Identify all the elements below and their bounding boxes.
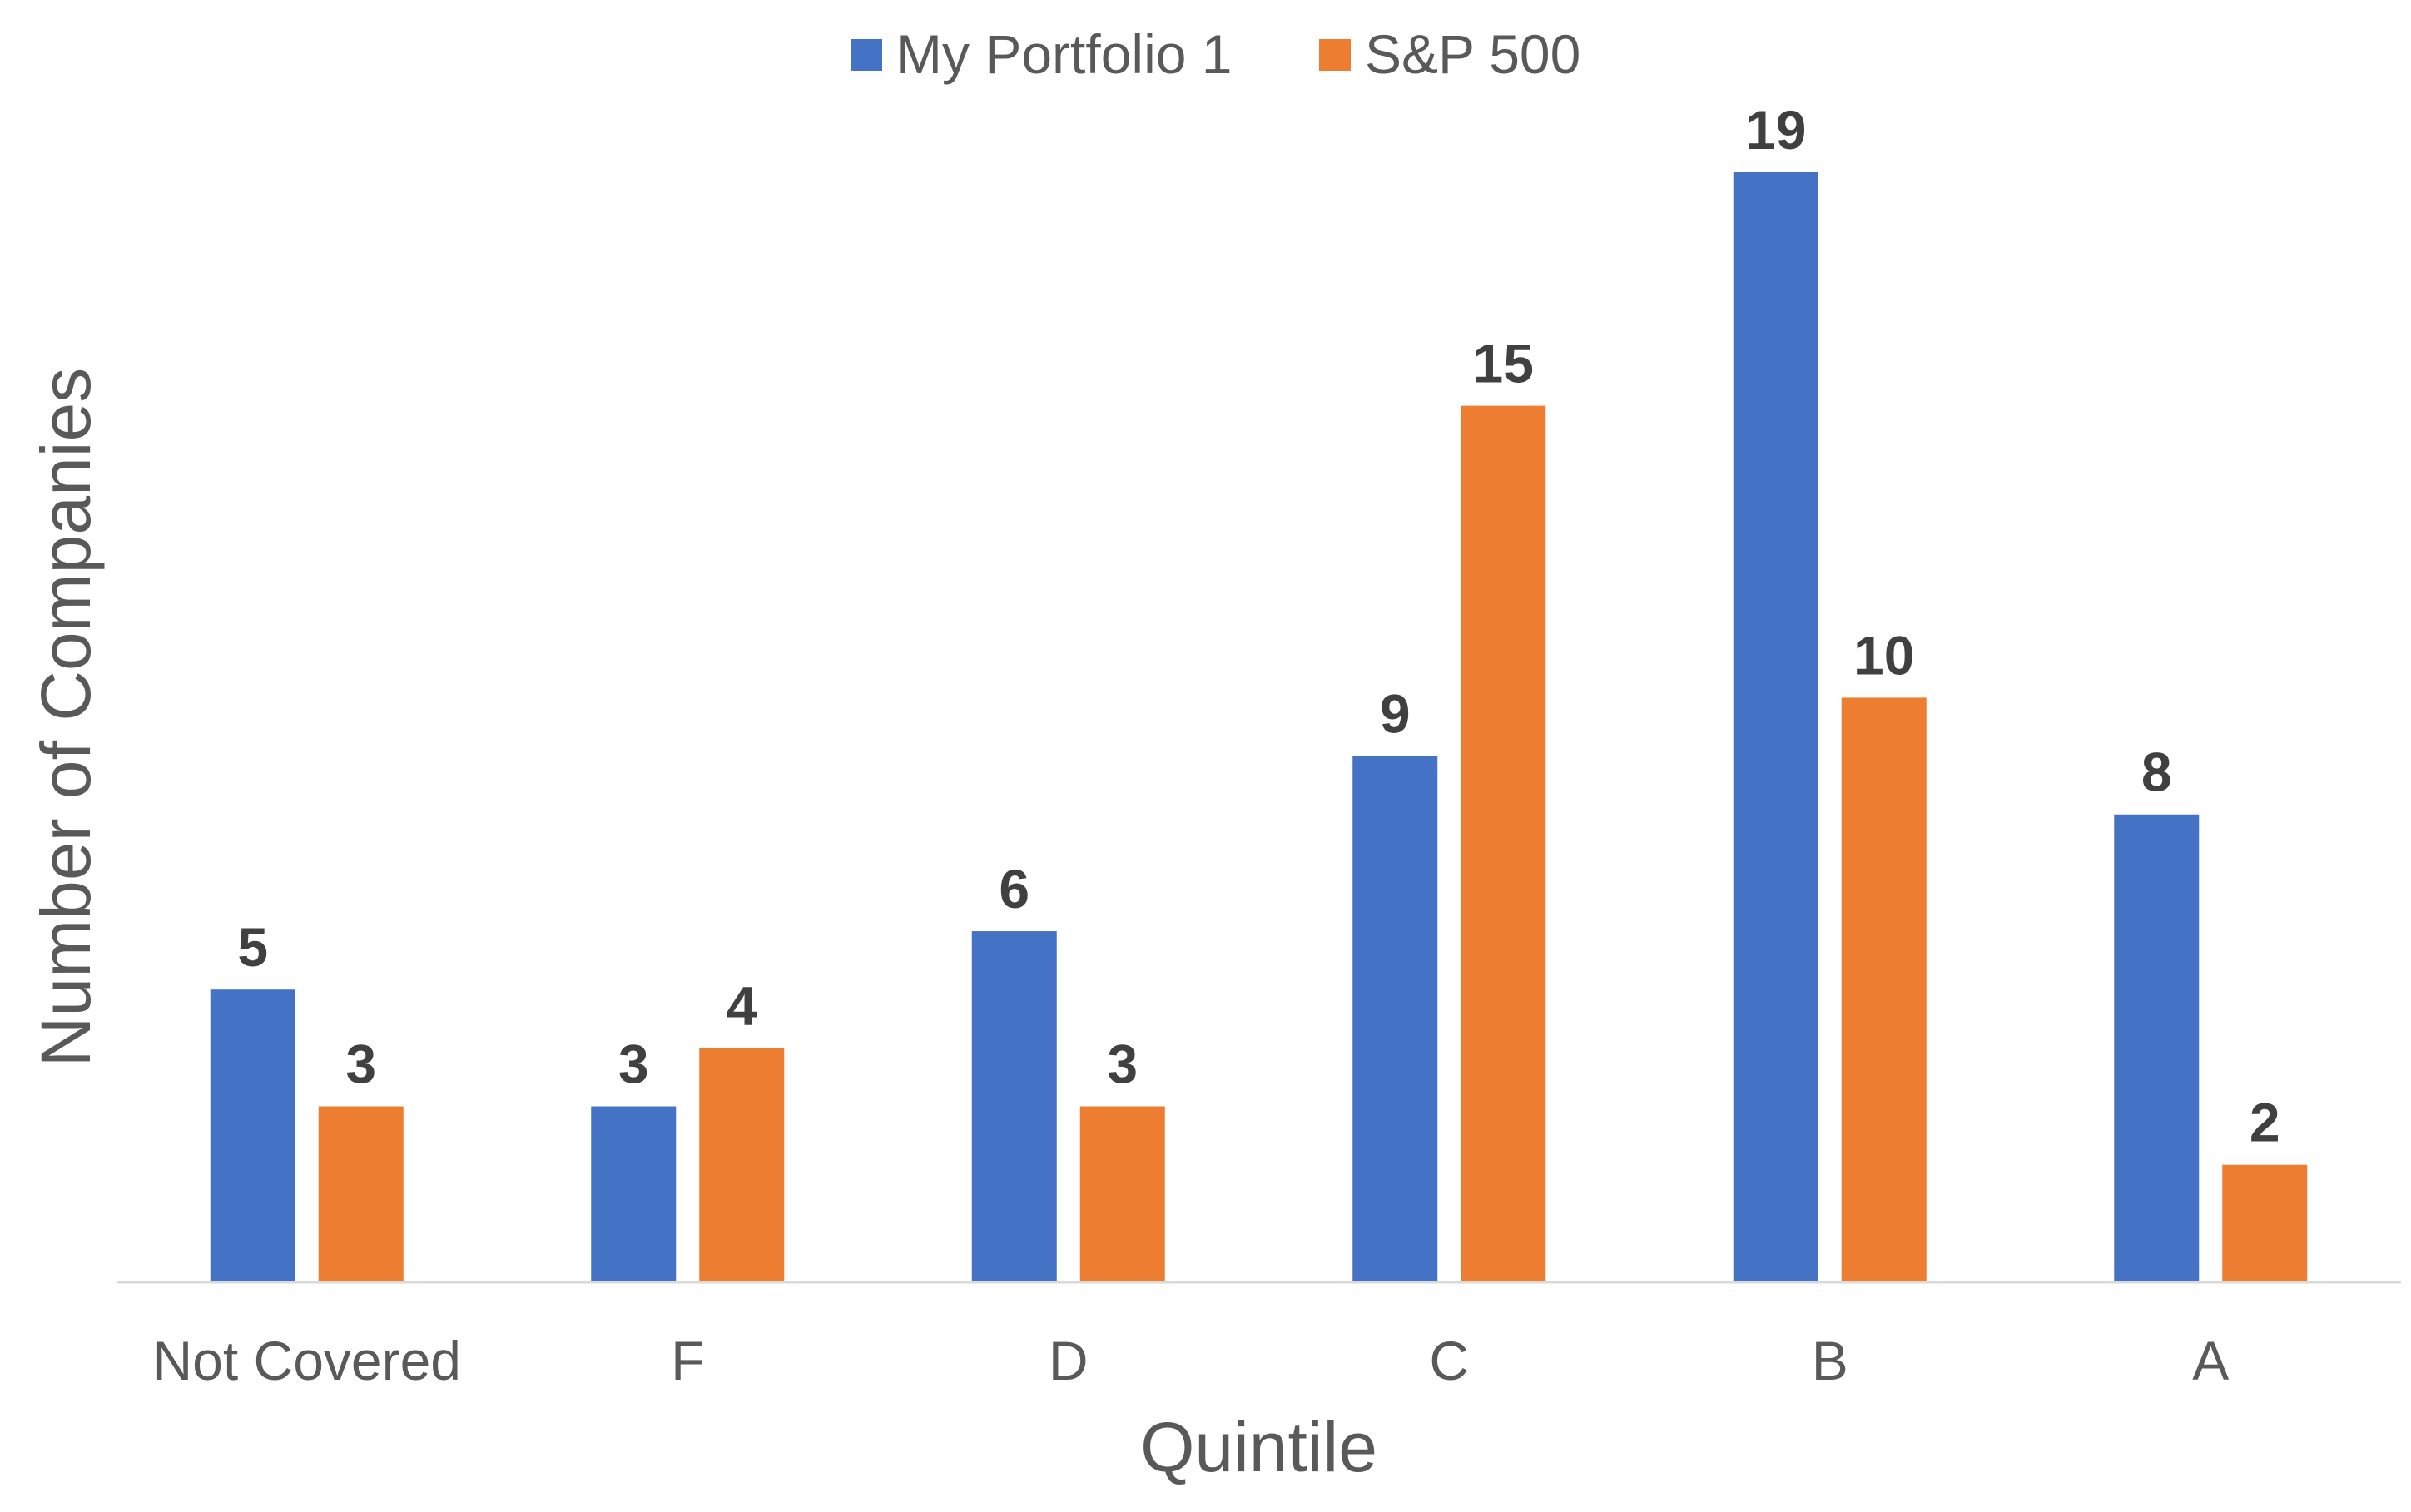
- bar-my-portfolio-1-a: [2114, 814, 2200, 1281]
- legend-item-my-portfolio-1: My Portfolio 1: [851, 23, 1232, 85]
- x-tick-labels: Not Covered F D C B A: [152, 1330, 2229, 1391]
- data-label-s-p-500-not-covered: 3: [345, 1034, 376, 1095]
- x-tick-label-not-covered: Not Covered: [152, 1330, 461, 1391]
- bars-group: [210, 172, 2308, 1281]
- bar-my-portfolio-1-d: [971, 931, 1057, 1281]
- legend-swatch-my-portfolio-1: [851, 39, 882, 71]
- bar-my-portfolio-1-b: [1733, 172, 1818, 1281]
- data-label-my-portfolio-1-f: 3: [618, 1034, 649, 1095]
- legend-item-s-p-500: S&P 500: [1319, 23, 1580, 85]
- bar-s-p-500-b: [1841, 697, 1927, 1281]
- legend-label-my-portfolio-1: My Portfolio 1: [896, 23, 1232, 85]
- bar-s-p-500-c: [1461, 405, 1546, 1281]
- bar-s-p-500-f: [699, 1048, 785, 1281]
- bar-s-p-500-d: [1079, 1106, 1165, 1281]
- bar-my-portfolio-1-f: [591, 1106, 677, 1281]
- x-tick-label-c: C: [1429, 1330, 1469, 1391]
- bar-my-portfolio-1-c: [1352, 756, 1438, 1281]
- data-label-my-portfolio-1-c: 9: [1380, 683, 1411, 745]
- y-axis-title: Number of Companies: [27, 368, 105, 1067]
- data-label-my-portfolio-1-b: 19: [1745, 99, 1806, 161]
- data-label-s-p-500-a: 2: [2250, 1092, 2280, 1153]
- data-labels-group: 5 3 3 4 6 3 9 15 19 10 8 2: [237, 99, 2280, 1153]
- x-tick-label-d: D: [1049, 1330, 1089, 1391]
- data-label-my-portfolio-1-a: 8: [2141, 741, 2172, 803]
- x-tick-label-f: F: [671, 1330, 704, 1391]
- bar-s-p-500-not-covered: [318, 1106, 404, 1281]
- data-label-s-p-500-f: 4: [727, 974, 757, 1036]
- x-tick-label-a: A: [2192, 1330, 2229, 1391]
- legend-swatch-s-p-500: [1319, 39, 1351, 71]
- plot-area: 5 3 3 4 6 3 9 15 19 10 8 2 Not Covered F D C B A: [117, 99, 2401, 1391]
- bar-my-portfolio-1-not-covered: [210, 989, 295, 1281]
- data-label-s-p-500-d: 3: [1107, 1034, 1138, 1095]
- bar-s-p-500-a: [2222, 1164, 2308, 1281]
- data-label-my-portfolio-1-d: 6: [999, 858, 1029, 920]
- x-axis-title: Quintile: [1140, 1408, 1377, 1486]
- data-label-s-p-500-b: 10: [1853, 624, 1914, 686]
- data-label-s-p-500-c: 15: [1473, 333, 1534, 394]
- legend-label-s-p-500: S&P 500: [1365, 23, 1580, 85]
- legend: My Portfolio 1 S&P 500: [851, 23, 1580, 85]
- x-tick-label-b: B: [1812, 1330, 1848, 1391]
- data-label-my-portfolio-1-not-covered: 5: [237, 916, 268, 978]
